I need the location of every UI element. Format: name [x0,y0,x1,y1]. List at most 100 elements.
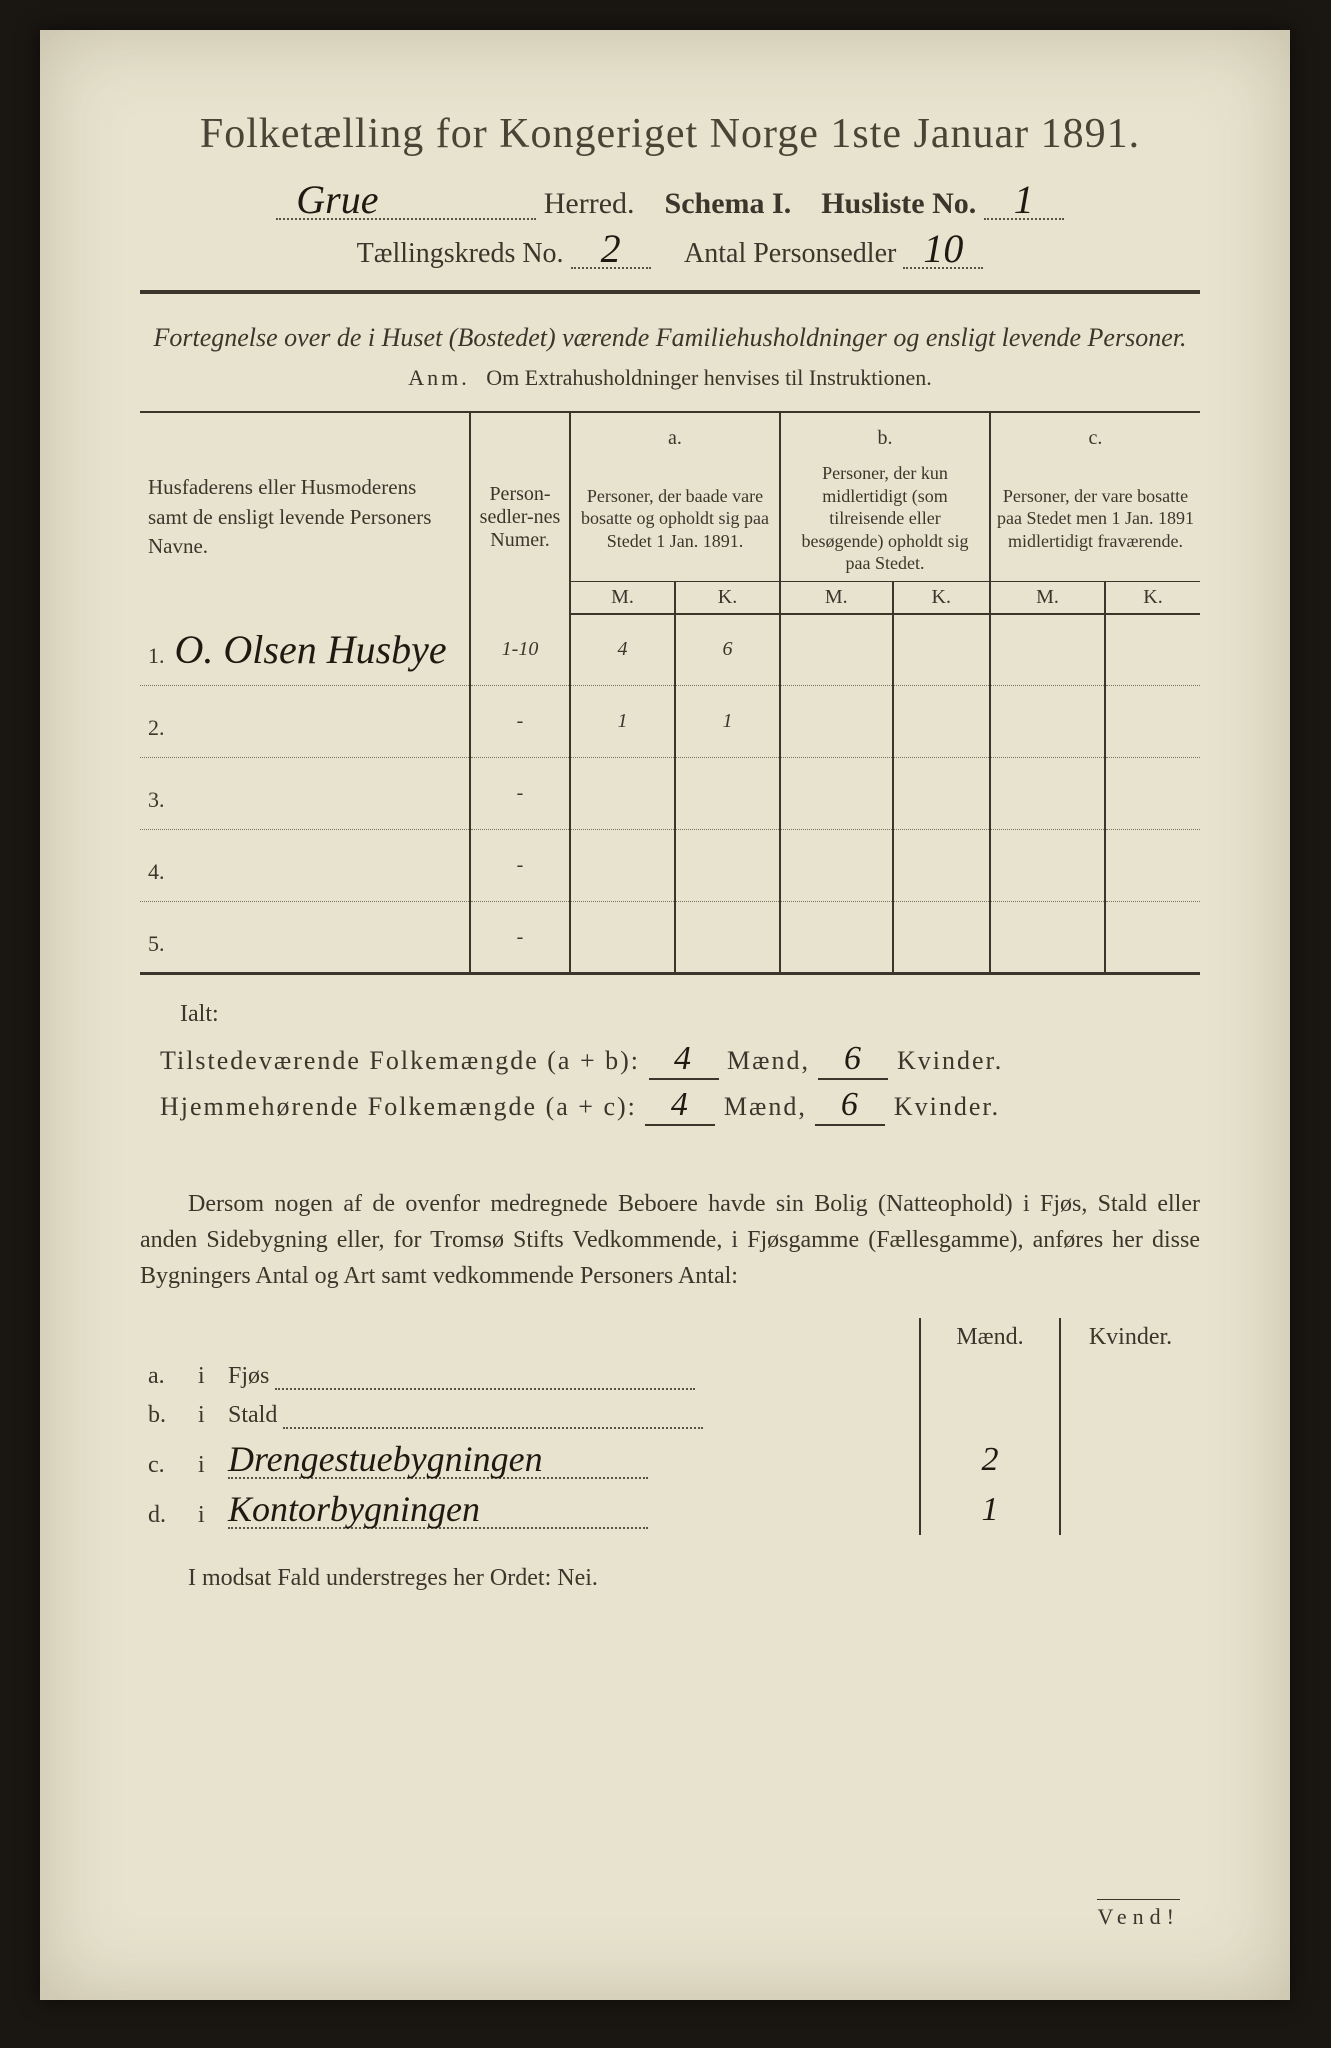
resident-label: Hjemmehørende Folkemængde (a + c): [160,1092,637,1121]
row-c-k [1105,686,1200,758]
row-a-m: 1 [570,686,675,758]
dwell-kvinder-label: Kvinder. [1060,1318,1200,1357]
group-a-letter: a. [570,412,780,456]
census-form: Folketælling for Kongeriget Norge 1ste J… [40,30,1290,2000]
totals-resident: Hjemmehørende Folkemængde (a + c): 4 Mæn… [160,1086,1200,1126]
dwell-m [920,1357,1060,1396]
kvinder-label: Kvinder. [894,1092,1000,1121]
c-m-label: M. [990,581,1105,614]
vend-label: Vend! [1097,1899,1180,1930]
maend-label: Mænd, [724,1092,807,1121]
row-c-m [990,614,1105,686]
row-c-m [990,902,1105,974]
row-numer: 1-10 [470,614,570,686]
row-b-k [893,830,990,902]
dwell-letter: c. [140,1435,190,1485]
c-k-label: K. [1105,581,1200,614]
table-row: 3.- [140,758,1200,830]
dwell-letter: b. [140,1396,190,1435]
row-c-k [1105,902,1200,974]
present-m: 4 [649,1040,719,1080]
table-row: 1.O. Olsen Husbye1-1046 [140,614,1200,686]
herred-value: Grue [276,182,536,220]
b-k-label: K. [893,581,990,614]
group-b-letter: b. [780,412,990,456]
household-table: Husfaderens eller Husmoderens samt de en… [140,411,1200,975]
header-line-1: Grue Herred. Schema I. Husliste No. 1 [140,182,1200,221]
row-c-k [1105,614,1200,686]
dwell-i: i [190,1435,220,1485]
row-numer: - [470,686,570,758]
dwell-label: Kontorbygningen [220,1485,920,1535]
row-a-k: 1 [675,686,780,758]
row-b-k [893,758,990,830]
group-c-label: Personer, der vare bosatte paa Stedet me… [990,456,1200,581]
schema-label: Schema I. [665,187,792,220]
dwell-k [1060,1485,1200,1535]
husliste-value: 1 [984,182,1064,220]
dwell-label: Fjøs [220,1357,920,1396]
dwelling-table: Mænd. Kvinder. a.iFjøs b.iStald c.iDreng… [140,1318,1200,1535]
row-a-k [675,758,780,830]
table-row: 4.- [140,830,1200,902]
row-name-cell: 4. [140,830,470,902]
dwell-letter: d. [140,1485,190,1535]
row-name-cell: 3. [140,758,470,830]
rule [140,290,1200,294]
dwell-m: 1 [920,1485,1060,1535]
anm-text: Om Extrahusholdninger henvises til Instr… [486,365,931,390]
row-a-m [570,758,675,830]
row-name-cell: 5. [140,902,470,974]
dwell-i: i [190,1485,220,1535]
row-b-m [780,902,893,974]
b-m-label: M. [780,581,893,614]
row-b-m [780,758,893,830]
resident-m: 4 [645,1086,715,1126]
row-c-m [990,758,1105,830]
kreds-label: Tællingskreds No. [357,238,564,269]
anm-line: Anm. Om Extrahusholdninger henvises til … [140,365,1200,391]
footer-line: I modsat Fald understreges her Ordet: Ne… [140,1565,1200,1592]
row-a-m: 4 [570,614,675,686]
maend-label: Mænd, [727,1046,810,1075]
dwelling-row: b.iStald [140,1396,1200,1435]
group-a-label: Personer, der baade vare bosatte og opho… [570,456,780,581]
row-b-m [780,614,893,686]
a-m-label: M. [570,581,675,614]
group-b-label: Personer, der kun midlertidigt (som tilr… [780,456,990,581]
row-b-k [893,614,990,686]
row-b-m [780,686,893,758]
row-c-k [1105,758,1200,830]
row-b-m [780,830,893,902]
row-name-cell: 1.O. Olsen Husbye [140,614,470,686]
row-a-k [675,830,780,902]
antal-label: Antal Personsedler [684,238,896,269]
header-line-2: Tællingskreds No. 2 Antal Personsedler 1… [140,231,1200,270]
dwell-maend-label: Mænd. [920,1318,1060,1357]
row-a-m [570,830,675,902]
dwelling-row: d.iKontorbygningen1 [140,1485,1200,1535]
dwell-i: i [190,1396,220,1435]
dwell-letter: a. [140,1357,190,1396]
dwell-k [1060,1357,1200,1396]
row-name-cell: 2. [140,686,470,758]
dwelling-row: c.iDrengestuebygningen2 [140,1435,1200,1485]
table-row: 5.- [140,902,1200,974]
group-c-letter: c. [990,412,1200,456]
row-numer: - [470,830,570,902]
herred-label: Herred. [544,187,635,220]
table-row: 2.-11 [140,686,1200,758]
row-a-m [570,902,675,974]
husliste-label: Husliste No. [821,187,976,220]
row-a-k: 6 [675,614,780,686]
dwell-k [1060,1396,1200,1435]
dwell-m [920,1396,1060,1435]
row-numer: - [470,902,570,974]
dwelling-paragraph: Dersom nogen af de ovenfor medregnede Be… [140,1186,1200,1294]
row-b-k [893,902,990,974]
dwell-i: i [190,1357,220,1396]
antal-value: 10 [903,231,983,269]
dwell-label: Drengestuebygningen [220,1435,920,1485]
present-k: 6 [818,1040,888,1080]
resident-k: 6 [815,1086,885,1126]
